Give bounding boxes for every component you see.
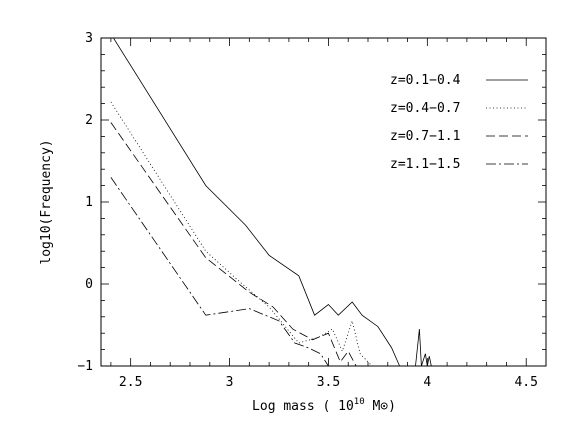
x-tick-label: 4.5: [514, 375, 537, 390]
series-line-3: [110, 122, 357, 366]
y-tick-label: −1: [77, 359, 93, 374]
y-tick-label: 3: [85, 31, 93, 46]
x-tick-label: 3.5: [317, 375, 340, 390]
legend-label-2: z=0.4−0.7: [390, 101, 460, 116]
x-axis-label: Log mass ( 1010 M⊙): [252, 397, 396, 414]
x-axis-label-exponent: 10: [354, 397, 365, 407]
legend-label-3: z=0.7−1.1: [390, 129, 460, 144]
x-axis-label-main: Log mass ( 10: [252, 399, 354, 414]
y-tick-label: 0: [85, 277, 93, 292]
series-line-1: [112, 38, 432, 366]
legend: z=0.1−0.4 z=0.4−0.7 z=0.7−1.1 z=1.1−1.5: [390, 73, 528, 172]
x-axis-label-unit: M⊙): [365, 399, 396, 414]
x-tick-label: 4: [423, 375, 431, 390]
y-tick-label: 1: [85, 195, 93, 210]
plot-frame: [100, 37, 547, 367]
x-tick-label: 3: [226, 375, 234, 390]
series-layer: [110, 38, 432, 366]
axis-ticks: 2.5 3 3.5 4 4.5 −1 0 1 2 3: [77, 31, 547, 390]
x-tick-label: 2.5: [119, 375, 142, 390]
legend-label-4: z=1.1−1.5: [390, 157, 460, 172]
y-axis-label: log10(Frequency): [39, 139, 54, 264]
legend-label-1: z=0.1−0.4: [390, 73, 461, 88]
series-line-2: [110, 101, 373, 366]
y-tick-label: 2: [85, 113, 93, 128]
series-line-4: [110, 177, 329, 366]
